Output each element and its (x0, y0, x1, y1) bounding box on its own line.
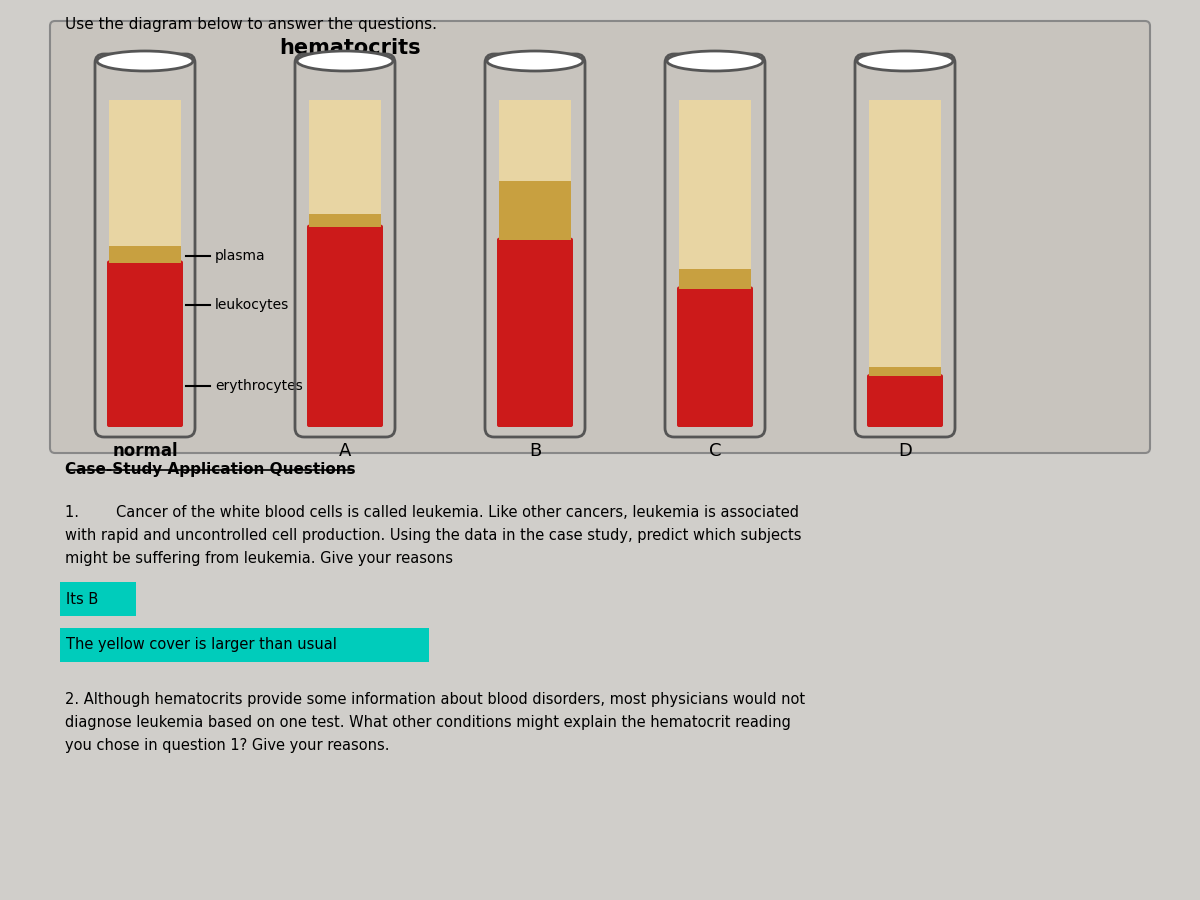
Ellipse shape (487, 51, 583, 71)
Text: erythrocytes: erythrocytes (215, 379, 302, 393)
Text: B: B (529, 442, 541, 460)
Bar (679, 100, 751, 269)
Bar (310, 100, 382, 214)
Text: A: A (338, 442, 352, 460)
Bar (869, 100, 941, 366)
Ellipse shape (97, 51, 193, 71)
Text: 2. Although hematocrits provide some information about blood disorders, most phy: 2. Although hematocrits provide some inf… (65, 692, 805, 752)
FancyBboxPatch shape (497, 238, 574, 427)
Ellipse shape (667, 51, 763, 71)
FancyBboxPatch shape (107, 260, 182, 427)
Text: leukocytes: leukocytes (215, 298, 289, 311)
Text: normal: normal (112, 442, 178, 460)
Ellipse shape (857, 51, 953, 71)
Bar (310, 214, 382, 227)
Bar (499, 181, 571, 239)
FancyBboxPatch shape (677, 286, 754, 427)
FancyBboxPatch shape (50, 21, 1150, 453)
Bar (679, 269, 751, 289)
Text: Use the diagram below to answer the questions.: Use the diagram below to answer the ques… (65, 17, 437, 32)
Text: hematocrits: hematocrits (280, 38, 421, 58)
Bar (109, 247, 181, 263)
Bar (499, 100, 571, 181)
FancyBboxPatch shape (868, 374, 943, 427)
FancyBboxPatch shape (60, 628, 430, 662)
Text: D: D (898, 442, 912, 460)
Text: Its B: Its B (66, 591, 98, 607)
Text: Case-Study Application Questions: Case-Study Application Questions (65, 462, 355, 477)
Bar (869, 366, 941, 376)
Text: plasma: plasma (215, 249, 265, 263)
Bar (109, 100, 181, 247)
Text: C: C (709, 442, 721, 460)
Text: The yellow cover is larger than usual: The yellow cover is larger than usual (66, 637, 337, 652)
Ellipse shape (298, 51, 394, 71)
FancyBboxPatch shape (307, 225, 383, 427)
Text: 1.        Cancer of the white blood cells is called leukemia. Like other cancers: 1. Cancer of the white blood cells is ca… (65, 505, 802, 565)
FancyBboxPatch shape (60, 582, 136, 616)
